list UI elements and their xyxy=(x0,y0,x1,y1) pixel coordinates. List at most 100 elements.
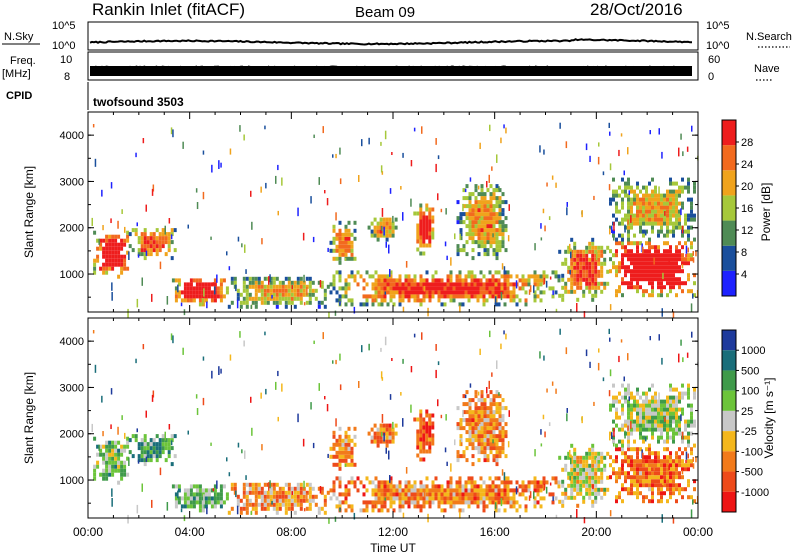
echo-cell xyxy=(687,387,690,392)
echo-cell xyxy=(195,488,199,493)
echo-cell xyxy=(636,407,639,412)
echo-cell xyxy=(536,282,540,287)
echo-cell xyxy=(681,189,684,194)
echo-cell xyxy=(497,492,501,497)
echo-cell xyxy=(344,492,348,497)
echo-cell xyxy=(597,273,601,278)
echo-cell xyxy=(627,455,630,460)
echo-cell xyxy=(392,484,396,489)
echo-cell xyxy=(618,427,621,432)
echo-cell xyxy=(216,294,220,299)
echo-cell xyxy=(627,193,630,198)
echo-cell xyxy=(611,226,613,233)
echo-cell xyxy=(455,286,459,291)
echo-cell xyxy=(299,292,303,297)
echo-cell xyxy=(410,500,414,505)
freq-label: Freq. xyxy=(10,55,36,67)
echo-cell xyxy=(380,298,384,303)
echo-cell xyxy=(666,221,669,226)
echo-cell xyxy=(296,276,300,281)
echo-cell xyxy=(425,409,429,414)
freq-tick-top: 10 xyxy=(60,54,72,66)
echo-cell xyxy=(539,274,543,279)
echo-cell xyxy=(167,438,171,443)
echo-cell xyxy=(624,189,627,194)
velocity-colorbar-label: Velocity [m s⁻¹] xyxy=(762,377,776,458)
echo-cell xyxy=(365,500,369,505)
echo-cell xyxy=(660,197,663,202)
echo-cell xyxy=(124,432,126,439)
echo-cell xyxy=(142,138,145,144)
echo-cell xyxy=(356,282,360,287)
echo-cell xyxy=(136,504,139,514)
echo-cell xyxy=(654,479,657,484)
echo-cell xyxy=(666,435,669,440)
echo-cell xyxy=(431,215,435,220)
echo-cell xyxy=(636,245,639,250)
echo-cell xyxy=(564,261,568,266)
echo-cell xyxy=(567,471,571,476)
echo-cell xyxy=(293,280,297,285)
echo-cell xyxy=(504,228,508,233)
echo-cell xyxy=(642,289,645,294)
echo-cell xyxy=(120,468,124,473)
echo-cell xyxy=(618,149,620,157)
echo-cell xyxy=(374,278,378,283)
echo-cell xyxy=(423,491,426,498)
echo-cell xyxy=(468,232,472,237)
echo-cell xyxy=(401,290,405,295)
echo-cell xyxy=(651,261,654,266)
echo-cell xyxy=(488,174,490,183)
echo-cell xyxy=(111,460,115,465)
echo-cell xyxy=(284,276,288,281)
echo-cell xyxy=(473,286,477,291)
echo-cell xyxy=(332,236,336,241)
echo-cell xyxy=(260,296,264,301)
echo-cell xyxy=(588,245,592,250)
echo-cell xyxy=(323,502,327,507)
echo-cell xyxy=(161,446,165,451)
echo-cell xyxy=(111,246,115,251)
echo-cell xyxy=(422,417,426,422)
echo-cell xyxy=(338,504,342,509)
echo-cell xyxy=(644,420,647,424)
echo-cell xyxy=(648,399,651,404)
echo-cell xyxy=(459,418,463,423)
echo-cell xyxy=(483,442,487,447)
echo-cell xyxy=(183,492,187,497)
echo-cell xyxy=(180,298,184,303)
echo-cell xyxy=(666,265,669,270)
echo-cell xyxy=(642,419,645,424)
echo-cell xyxy=(128,251,130,260)
echo-cell xyxy=(657,403,660,408)
echo-cell xyxy=(681,264,684,269)
echo-cell xyxy=(602,377,605,382)
echo-cell xyxy=(290,288,294,293)
echo-cell xyxy=(425,449,429,454)
echo-cell xyxy=(536,500,540,505)
echo-cell xyxy=(341,244,345,249)
echo-cell xyxy=(204,294,208,299)
echo-cell xyxy=(117,440,121,445)
echo-cell xyxy=(468,398,472,403)
x-tick-label: 04:00 xyxy=(175,525,205,539)
echo-cell xyxy=(468,438,472,443)
echo-cell xyxy=(353,512,356,520)
echo-cell xyxy=(474,220,478,225)
echo-cell xyxy=(431,227,435,232)
echo-cell xyxy=(669,415,672,420)
echo-cell xyxy=(371,488,375,493)
echo-cell xyxy=(495,236,499,241)
echo-cell xyxy=(461,278,465,283)
echo-cell xyxy=(254,276,258,281)
echo-cell xyxy=(660,475,663,480)
echo-cell xyxy=(503,290,507,295)
echo-cell xyxy=(374,484,378,489)
echo-cell xyxy=(114,448,118,453)
echo-cell xyxy=(434,496,438,501)
echo-cell xyxy=(114,456,118,461)
echo-cell xyxy=(338,244,342,249)
echo-cell xyxy=(368,294,372,299)
echo-cell xyxy=(561,297,565,302)
echo-cell xyxy=(483,236,487,241)
